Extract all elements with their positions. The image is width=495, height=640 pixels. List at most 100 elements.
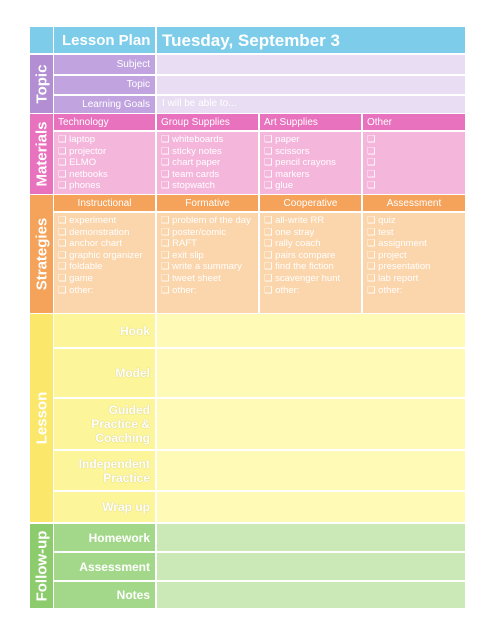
checklist-item: ❑ find the fiction [264,261,334,273]
row-label-cell [54,553,155,580]
header-title: Lesson Plan [62,32,151,49]
row-content-cell [157,55,465,74]
checklist-item: ❑ sticky notes [161,145,222,157]
row-content-cell [157,349,465,397]
checklist-item: ❑ assignment [367,238,427,250]
column-heading: Art Supplies [264,117,318,128]
column-header-cell [157,114,258,130]
section-label: Follow-up [33,530,50,602]
checklist-item: ❑ [367,157,376,169]
row-label: Subject [116,58,150,70]
checklist-item: ❑ presentation [367,261,431,273]
column-body-cell [54,213,155,313]
checklist-item: ❑ poster/comic [161,226,227,238]
checklist-item: ❑ projector [58,145,107,157]
column-body-cell [157,132,258,194]
column-body-cell [54,132,155,194]
checklist-item: ❑ game [58,273,93,284]
section-label: Topic [33,64,50,104]
checklist-item: ❑ rally coach [264,238,321,250]
header-date-cell [157,27,465,53]
row-label-cell [54,349,155,397]
row-label-cell [54,524,155,551]
column-heading: Group Supplies [161,117,230,128]
row-label-cell [54,96,155,113]
row-label: Independent Practice [78,456,150,485]
goal-prompt: I will be able to... [162,98,237,109]
row-content-cell [157,524,465,551]
header-tab [30,27,53,53]
section-tab [30,524,53,608]
row-label: Model [115,366,150,380]
checklist-item: ❑ experiment [58,215,117,226]
checklist-item: ❑ demonstration [58,226,130,238]
checklist-item: ❑ paper [264,134,300,145]
row-label-cell [54,399,155,449]
checklist-item: ❑ graphic organizer [58,249,143,261]
checklist-item: ❑ whiteboards [161,134,224,145]
checklist-item: ❑ project [367,249,407,261]
column-heading: Formative [185,198,230,209]
row-content-cell [157,96,465,113]
checklist-item: ❑ markers [264,168,310,180]
column-heading: Instructional [77,198,132,209]
checklist-item: ❑ [367,145,376,157]
row-label: Learning Goals [82,98,150,110]
row-label: Assessment [79,559,150,574]
checklist-item: ❑ [367,134,376,145]
checklist-item: ❑ other: [264,284,300,296]
column-header-cell [260,114,361,130]
row-label: Wrap up [102,500,150,514]
checklist-item: ❑ team cards [161,168,220,180]
row-label: Guided Practice & Coaching [91,403,150,445]
checklist-item: ❑ laptop [58,134,96,145]
checklist-item: ❑ quiz [367,215,396,226]
column-heading: Other [367,117,393,128]
checklist-item: ❑ ELMO [58,157,97,169]
row-content-cell [157,399,465,449]
checklist-item: ❑ tweet sheet [161,273,221,284]
checklist-item: ❑ RAFT [161,238,197,250]
column-body-cell [363,213,465,313]
row-label-cell [54,76,155,94]
checklist-item: ❑ other: [58,284,94,296]
checklist-item: ❑ pairs compare [264,249,336,261]
column-body-cell [157,213,258,313]
checklist-item: ❑ [367,168,376,180]
checklist-item: ❑ glue [264,180,294,192]
section-label: Lesson [33,391,50,445]
row-label: Homework [88,530,150,545]
section-label: Materials [33,121,50,187]
checklist-item: ❑ test [367,226,394,238]
checklist-item: ❑ problem of the day [161,215,251,226]
column-header-cell [157,195,258,211]
checklist-item: ❑ pencil crayons [264,157,336,169]
row-label-cell [54,492,155,522]
checklist-item: ❑ stopwatch [161,180,215,192]
header-date: Tuesday, September 3 [162,31,340,50]
row-content-cell [157,492,465,522]
row-label-cell [54,582,155,608]
section-label: Strategies [33,217,50,291]
column-header-cell [363,195,465,211]
checklist-item: ❑ all-write RR [264,215,325,226]
column-header-cell [260,195,361,211]
header-title-cell [54,27,155,53]
row-label-cell [54,314,155,347]
row-label: Hook [120,323,150,338]
section-tab [30,114,53,194]
checklist-item: ❑ one stray [264,226,315,238]
checklist-item: ❑ foldable [58,261,103,273]
column-header-cell [54,114,155,130]
column-body-cell [260,213,361,313]
column-body-cell [260,132,361,194]
checklist-item: ❑ anchor chart [58,238,122,250]
checklist-item: ❑ phones [58,180,101,192]
checklist-item: ❑ write a summary [161,261,242,273]
column-body-cell [363,132,465,194]
column-header-cell [54,195,155,211]
checklist-item: ❑ chart paper [161,157,221,169]
row-content-cell [157,553,465,580]
row-content-cell [157,76,465,94]
checklist-item: ❑ exit slip [161,249,204,261]
